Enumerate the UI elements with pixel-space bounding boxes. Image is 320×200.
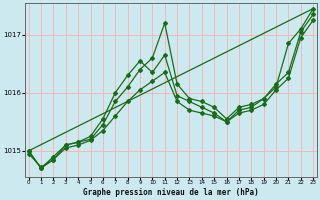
X-axis label: Graphe pression niveau de la mer (hPa): Graphe pression niveau de la mer (hPa) bbox=[83, 188, 259, 197]
